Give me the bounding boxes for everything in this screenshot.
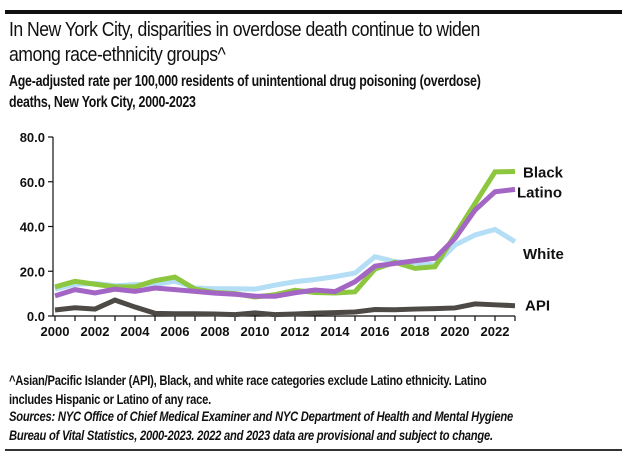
series-line-latino	[54, 186, 516, 299]
series-line-api	[54, 297, 516, 318]
chart-subtitle-line-1: Age-adjusted rate per 100,000 residents …	[9, 73, 481, 90]
top-rule	[5, 10, 622, 14]
series-label-latino: Latino	[517, 184, 562, 201]
bottom-rule	[5, 449, 622, 451]
x-tick-label: 2022	[481, 324, 510, 339]
footnote: ^Asian/Pacific Islander (API), Black, an…	[9, 371, 487, 408]
y-tick-label: 20.0	[20, 264, 45, 279]
y-tick-label: 0.0	[27, 309, 45, 324]
series-line-black	[54, 168, 516, 300]
series-line-white	[54, 226, 517, 292]
chart-title-line-1: In New York City, disparities in overdos…	[9, 18, 480, 41]
chart-title: In New York City, disparities in overdos…	[9, 17, 525, 67]
source-line-1: Sources: NYC Office of Chief Medical Exa…	[9, 408, 513, 424]
x-tick-label: 2004	[121, 324, 151, 339]
series-labels: Black Latino White API	[517, 164, 564, 314]
series-lines	[54, 168, 517, 318]
source-note: Sources: NYC Office of Chief Medical Exa…	[9, 407, 513, 444]
chart-title-line-2: among race-ethnicity groups^	[9, 43, 226, 66]
x-tick-label: 2014	[321, 324, 351, 339]
y-tick-label: 80.0	[20, 130, 45, 145]
y-tick-label: 40.0	[20, 220, 45, 235]
source-line-2: Bureau of Vital Statistics, 2000-2023. 2…	[9, 426, 493, 443]
y-tick-label: 60.0	[20, 175, 45, 190]
x-tick-label: 2008	[201, 324, 230, 339]
x-tick-label: 2012	[281, 324, 310, 339]
x-tick-label: 2000	[41, 324, 70, 339]
x-tick-label: 2006	[161, 324, 190, 339]
x-tick-label: 2016	[361, 324, 390, 339]
chart-subtitle: Age-adjusted rate per 100,000 residents …	[9, 71, 481, 113]
footnote-line-2: includes Hispanic or Latino of any race.	[9, 390, 212, 407]
axes: 0.0 20.0 40.0 60.0 80.0 2000 2002 2004 2006 2008 2…	[20, 130, 516, 339]
series-label-api: API	[525, 298, 550, 315]
x-tick-label: 2002	[81, 324, 110, 339]
footnote-line-1: ^Asian/Pacific Islander (API), Black, an…	[9, 372, 487, 388]
x-tick-label: 2020	[441, 324, 470, 339]
x-tick-label: 2010	[241, 324, 270, 339]
series-label-white: White	[523, 246, 564, 263]
chart-subtitle-line-2: deaths, New York City, 2000-2023	[9, 94, 196, 111]
series-label-black: Black	[523, 164, 564, 181]
x-tick-label: 2018	[401, 324, 430, 339]
